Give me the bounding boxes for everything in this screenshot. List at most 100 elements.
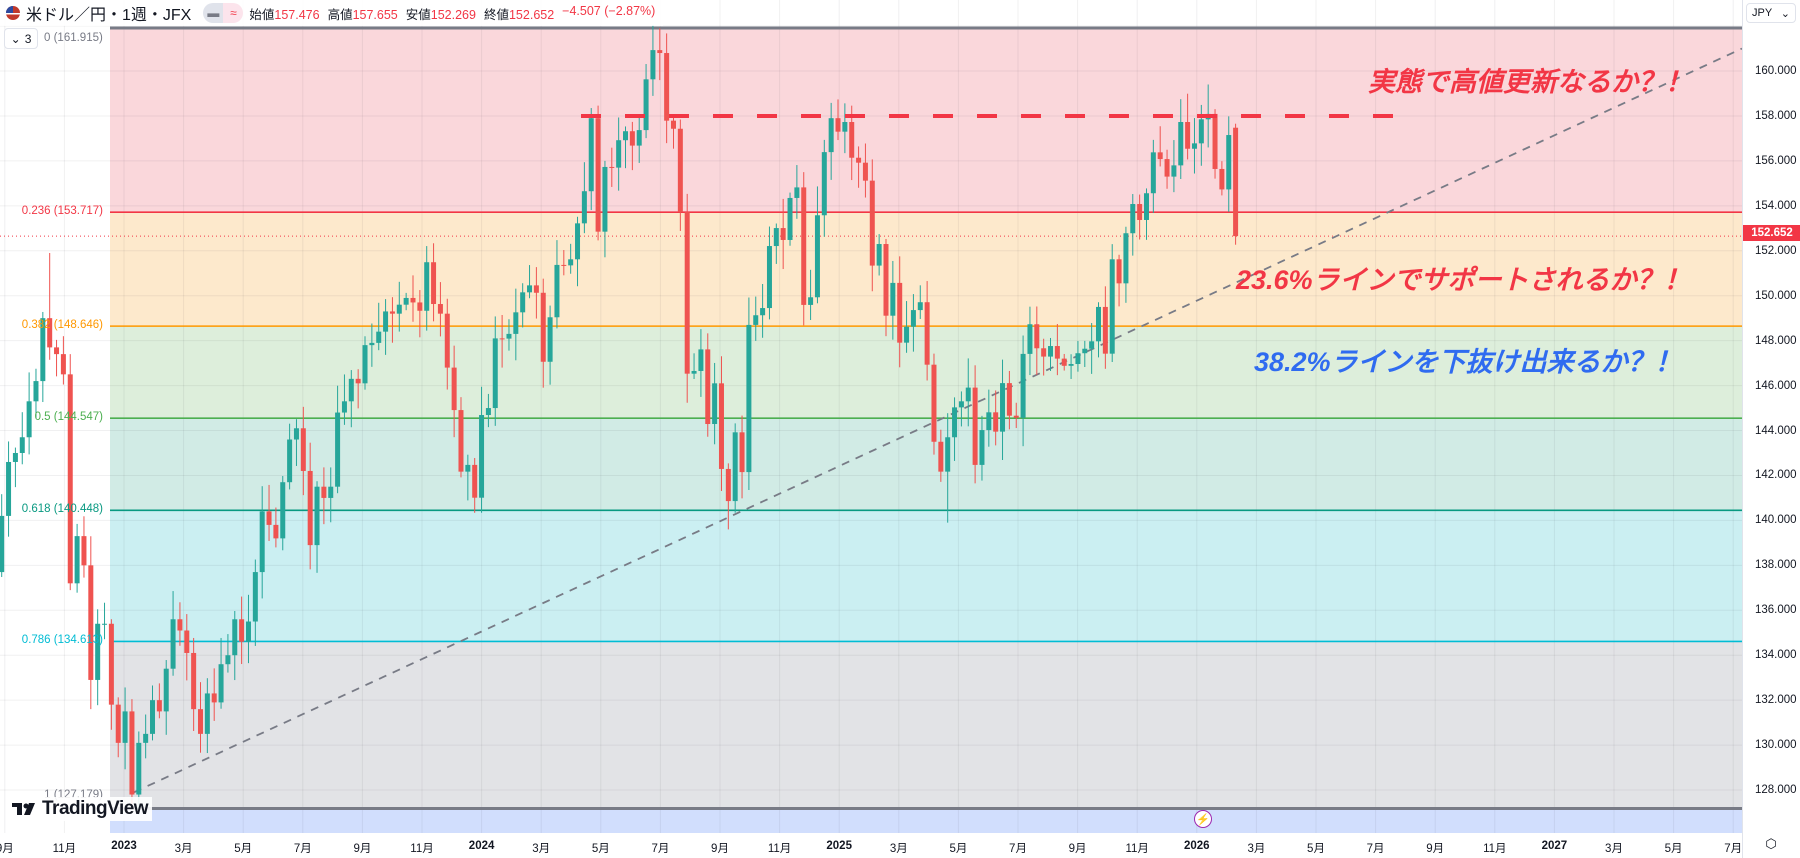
wave-mode-icon[interactable]: ≈ <box>223 3 244 23</box>
candle-body <box>410 297 416 303</box>
candle-body <box>485 408 491 416</box>
candle <box>300 406 306 496</box>
candle <box>760 283 766 338</box>
candle-body <box>1096 306 1101 342</box>
candle-body <box>657 50 663 54</box>
high-value: 157.655 <box>352 7 398 22</box>
candle-body <box>424 262 430 311</box>
fib-zone-1 <box>110 808 1742 833</box>
open-value: 157.476 <box>274 7 320 22</box>
candle <box>383 299 389 355</box>
candle <box>931 353 937 455</box>
candle <box>485 393 491 428</box>
candle <box>108 619 114 730</box>
candle-body <box>794 187 800 198</box>
annotation-new-high: 実態で高値更新なるか？！ <box>1368 67 1692 97</box>
candle <box>444 298 450 390</box>
candle <box>746 297 752 490</box>
candle <box>1233 123 1239 245</box>
candle <box>677 119 683 231</box>
candle-body <box>1198 119 1204 144</box>
candle-body <box>1082 348 1088 354</box>
candle <box>609 147 615 187</box>
lightning-event-icon[interactable]: ⚡ <box>1194 810 1212 828</box>
candle <box>451 345 457 438</box>
time-tick: 9月 <box>1068 843 1087 855</box>
candle-body <box>129 711 135 795</box>
chevron-down-icon: ⌄ <box>10 31 21 46</box>
candle <box>725 463 731 530</box>
candle-body <box>150 700 156 734</box>
candle-body <box>705 349 711 425</box>
candle-body <box>766 246 772 309</box>
tradingview-logo[interactable]: TradingView <box>8 797 153 821</box>
candle-body <box>1109 259 1115 354</box>
candle <box>540 278 546 388</box>
candle <box>122 687 128 770</box>
candle <box>1150 139 1156 214</box>
candle <box>287 423 293 490</box>
candle <box>718 356 724 491</box>
low-label: 安値 <box>405 7 431 22</box>
candle-body <box>1013 415 1019 418</box>
indicator-count: 3 <box>24 31 32 46</box>
settings-icon[interactable]: ⬡ <box>1765 836 1777 851</box>
candle <box>1013 402 1019 429</box>
fib-zone-0 <box>110 27 1742 213</box>
candle <box>54 339 60 377</box>
time-tick: 5月 <box>949 843 968 855</box>
bar-mode-icon[interactable]: ▬ <box>203 3 224 23</box>
candle <box>808 269 814 321</box>
candle-body <box>1226 135 1232 190</box>
price-axis[interactable]: 152.652 128.000 130.000 132.000 134.000 136.… <box>1742 0 1800 858</box>
chart-mode-toggle[interactable]: ▬ ≈ <box>203 3 244 23</box>
trend-line[interactable] <box>133 47 1743 794</box>
candle <box>972 365 978 484</box>
candle-body <box>1006 383 1012 416</box>
candle-body <box>1048 346 1054 357</box>
time-tick: 7月 <box>1724 843 1743 855</box>
candle-body <box>348 378 354 402</box>
candle <box>225 634 231 673</box>
time-tick: 11月 <box>410 843 434 855</box>
time-tick: 7月 <box>651 843 670 855</box>
candle <box>74 523 80 593</box>
candle <box>581 162 587 234</box>
candle <box>1178 99 1184 180</box>
candle <box>232 610 238 681</box>
symbol-title[interactable]: 米ドル／円・1週・JFX <box>26 7 192 24</box>
candle <box>1226 116 1232 212</box>
candle <box>197 682 203 753</box>
candle-body <box>1034 324 1040 349</box>
candle <box>389 297 395 343</box>
candle-body <box>33 381 39 402</box>
candle <box>1143 188 1149 240</box>
candle <box>1212 109 1218 179</box>
candle <box>910 294 916 352</box>
candle-body <box>335 412 341 487</box>
candle-body <box>698 349 704 371</box>
candle-body <box>300 428 306 471</box>
candle-body <box>40 318 46 382</box>
candle <box>1000 359 1006 460</box>
candle <box>575 216 581 287</box>
candle-body <box>1123 233 1129 284</box>
fib-zone-0.786 <box>110 641 1742 809</box>
candle <box>170 591 176 676</box>
candle-body <box>389 311 395 314</box>
candle-body <box>1054 346 1060 359</box>
candle-body <box>1061 358 1067 366</box>
candle <box>588 108 594 211</box>
chevron-down-icon: ⌄ <box>1780 7 1790 20</box>
candle-body <box>1150 152 1156 194</box>
currency-dropdown[interactable]: JPY ⌄ <box>1746 3 1796 23</box>
candle <box>465 454 471 501</box>
candle <box>1075 341 1081 372</box>
candle-body <box>451 367 457 411</box>
candle-body <box>725 468 731 502</box>
candle-body <box>1157 152 1163 160</box>
indicators-collapse-button[interactable]: ⌄ 3 <box>4 28 38 49</box>
fib-fills <box>110 27 1742 833</box>
candle <box>348 370 354 428</box>
